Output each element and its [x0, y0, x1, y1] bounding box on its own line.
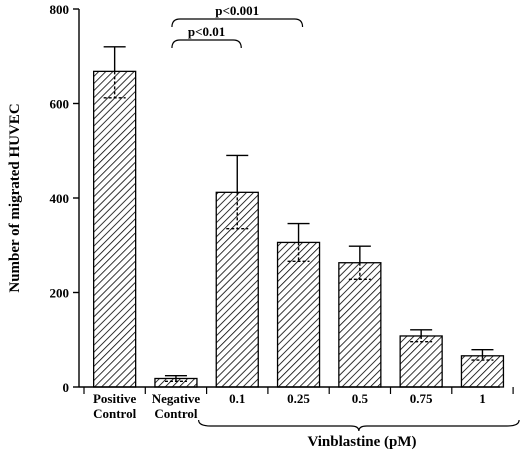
annotations: p<0.001 p<0.01 — [171, 3, 304, 49]
significance-label: p<0.01 — [188, 24, 225, 39]
group-label: Vinblastine (pM) — [307, 434, 416, 450]
y-axis-title: Number of migrated HUVEC — [7, 103, 23, 292]
bar — [338, 262, 382, 388]
y-tick-label: 400 — [50, 191, 70, 206]
y-tick-label: 600 — [50, 97, 70, 112]
significance-bracket — [171, 39, 242, 49]
x-tick-label: 0.25 — [287, 391, 310, 406]
x-tick-label: 0.1 — [229, 391, 245, 406]
x-tick-labels: Positive Control Negative Control 0.1 0.25 0.5… — [93, 391, 486, 421]
x-tick-label: Positive Control — [93, 391, 137, 421]
significance-label: p<0.001 — [215, 3, 259, 18]
x-tick-label: 0.75 — [410, 391, 433, 406]
error-bars — [103, 46, 494, 383]
y-tick-label: 0 — [63, 380, 70, 395]
y-tick-label: 200 — [50, 286, 70, 301]
bar — [399, 335, 443, 388]
bar — [460, 355, 505, 388]
bar — [276, 241, 321, 388]
x-tick-label: 0.5 — [352, 391, 369, 406]
x-tick-label: Negative Control — [152, 391, 201, 421]
bar — [93, 70, 137, 388]
bar — [215, 191, 259, 388]
y-tick-label: 800 — [50, 2, 70, 17]
group-bracket — [198, 419, 520, 432]
significance-bracket — [171, 18, 304, 28]
x-tick-label: 1 — [479, 391, 486, 406]
y-tick-labels: 0 200 400 600 800 — [50, 2, 70, 395]
